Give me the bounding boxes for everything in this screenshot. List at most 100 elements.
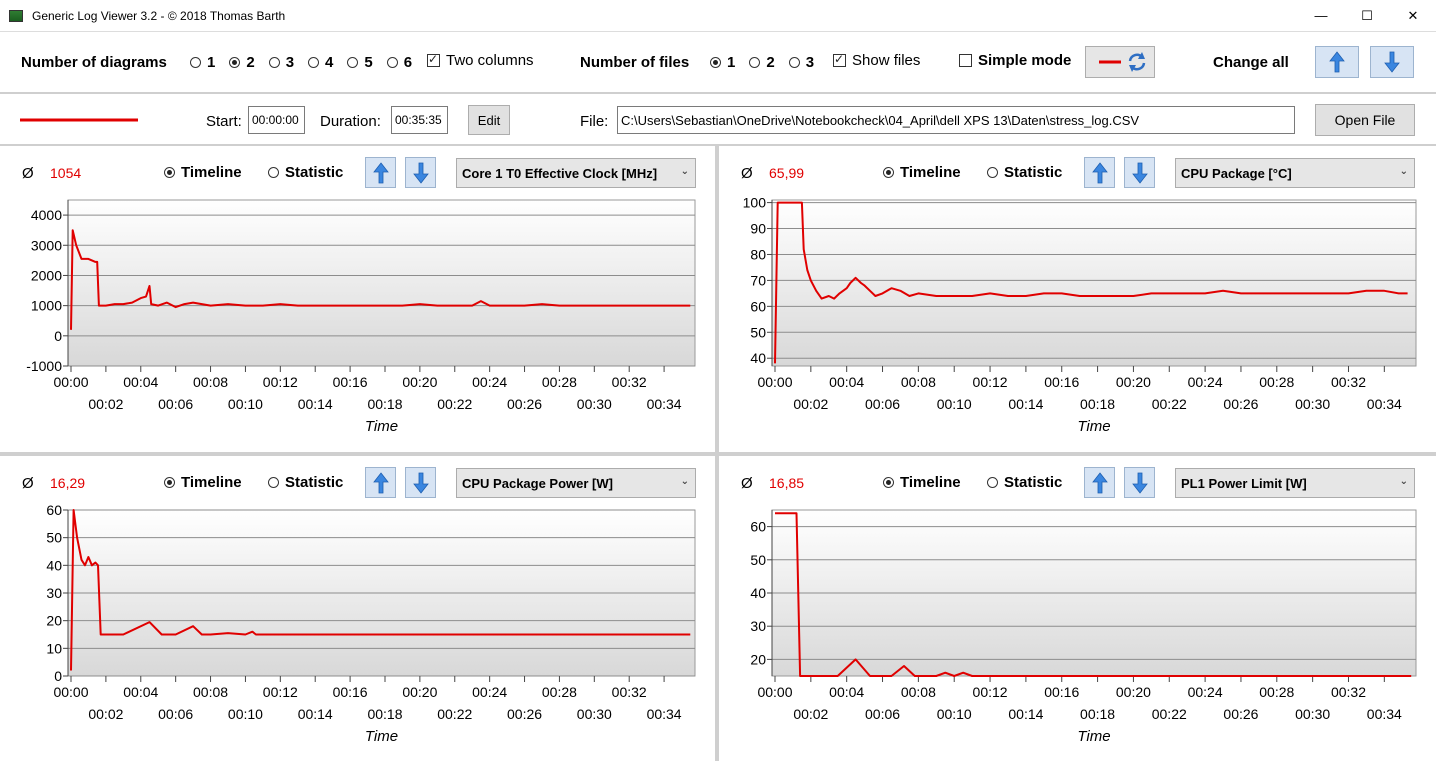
arrow-up-icon: [1091, 161, 1108, 183]
file-label: File:: [580, 113, 609, 130]
line-color-button[interactable]: [1085, 46, 1155, 78]
timeline-option[interactable]: Timeline: [883, 164, 961, 181]
minimize-button[interactable]: —: [1314, 8, 1328, 23]
simple-mode-checkbox[interactable]: [959, 54, 972, 67]
x-tick-label: 00:02: [88, 396, 123, 412]
move-all-down-button[interactable]: [1370, 46, 1414, 78]
sensor-select[interactable]: Core 1 T0 Effective Clock [MHz] ⌄: [456, 158, 696, 188]
move-all-up-button[interactable]: [1315, 46, 1359, 78]
simple-mode-option[interactable]: Simple mode: [959, 52, 1071, 69]
start-label: Start:: [206, 113, 242, 130]
file-toolbar: Start: 00:00:00 Duration: 00:35:35 Edit …: [0, 92, 1436, 146]
diagrams-radio-2[interactable]: [229, 57, 241, 68]
files-option-2[interactable]: 2: [749, 54, 775, 71]
move-down-button[interactable]: [405, 467, 436, 498]
sensor-select[interactable]: CPU Package Power [W] ⌄: [456, 468, 696, 498]
timeline-radio[interactable]: [164, 167, 175, 178]
close-button[interactable]: ✕: [1407, 7, 1419, 23]
move-down-button[interactable]: [1124, 157, 1155, 188]
chevron-down-icon: ⌄: [1399, 476, 1408, 487]
x-tick-label: 00:08: [901, 684, 936, 700]
diagrams-radio-3[interactable]: [268, 57, 280, 68]
maximize-button[interactable]: ☐: [1361, 7, 1373, 23]
x-tick-label: 00:04: [829, 374, 864, 390]
x-tick-label: 00:26: [1223, 706, 1258, 722]
statistic-radio[interactable]: [987, 167, 998, 178]
y-tick-label: -1000: [26, 358, 62, 374]
sensor-select[interactable]: PL1 Power Limit [W] ⌄: [1175, 468, 1415, 498]
statistic-radio[interactable]: [987, 477, 998, 488]
diagrams-option-5[interactable]: 5: [347, 54, 373, 71]
move-up-button[interactable]: [365, 157, 396, 188]
timeline-radio[interactable]: [164, 477, 175, 488]
files-radio-3[interactable]: [788, 57, 800, 68]
timeline-radio[interactable]: [883, 477, 894, 488]
statistic-option[interactable]: Statistic: [268, 474, 343, 491]
statistic-label: Statistic: [285, 474, 344, 491]
two-columns-option[interactable]: Two columns: [427, 52, 534, 69]
start-input[interactable]: 00:00:00: [248, 106, 305, 134]
x-tick-label: 00:14: [1008, 396, 1043, 412]
diagram-count-group: 1 2 3 4 5 6: [190, 54, 412, 71]
timeline-radio[interactable]: [883, 167, 894, 178]
x-axis-label: Time: [1077, 418, 1110, 435]
x-tick-label: 00:16: [1044, 684, 1079, 700]
row-divider[interactable]: [0, 452, 1436, 456]
duration-input[interactable]: 00:35:35: [391, 106, 448, 134]
diagrams-radio-4[interactable]: [308, 57, 320, 68]
x-tick-label: 00:10: [937, 706, 972, 722]
statistic-radio[interactable]: [268, 167, 279, 178]
diagrams-radio-1[interactable]: [190, 57, 201, 68]
move-up-button[interactable]: [1084, 157, 1115, 188]
move-up-button[interactable]: [1084, 467, 1115, 498]
diagrams-option-2[interactable]: 2: [229, 54, 255, 71]
show-files-option[interactable]: Show files: [833, 52, 920, 69]
y-tick-label: 20: [46, 613, 62, 629]
files-option-1[interactable]: 1: [710, 54, 735, 71]
number-of-diagrams-label: Number of diagrams: [21, 54, 167, 71]
timeline-option[interactable]: Timeline: [164, 474, 242, 491]
timeline-chart: 40 50 60 70 80 90 100 00:00 00:04 00:08 00:12 00:16…: [743, 195, 1417, 435]
diagrams-radio-5[interactable]: [347, 57, 359, 68]
window-title: Generic Log Viewer 3.2 - © 2018 Thomas B…: [32, 8, 286, 23]
files-radio-1[interactable]: [710, 57, 721, 68]
timeline-option[interactable]: Timeline: [883, 474, 961, 491]
average-symbol: Ø: [22, 475, 34, 492]
x-tick-label: 00:00: [757, 684, 792, 700]
x-tick-label: 00:06: [158, 396, 193, 412]
statistic-option[interactable]: Statistic: [987, 164, 1062, 181]
x-tick-label: 00:06: [158, 706, 193, 722]
average-symbol: Ø: [741, 165, 753, 182]
show-files-checkbox[interactable]: [833, 52, 846, 67]
chevron-down-icon: ⌄: [680, 166, 689, 177]
timeline-option[interactable]: Timeline: [164, 164, 242, 181]
y-tick-label: 60: [750, 298, 766, 314]
two-columns-label: Two columns: [446, 52, 534, 69]
files-radio-2[interactable]: [749, 57, 761, 68]
file-path-input[interactable]: C:\Users\Sebastian\OneDrive\Notebookchec…: [617, 106, 1295, 134]
move-down-button[interactable]: [405, 157, 436, 188]
move-up-button[interactable]: [365, 467, 396, 498]
diagrams-option-3[interactable]: 3: [268, 54, 294, 71]
x-tick-label: 00:24: [472, 684, 507, 700]
statistic-option[interactable]: Statistic: [268, 164, 343, 181]
statistic-radio[interactable]: [268, 477, 279, 488]
statistic-option[interactable]: Statistic: [987, 474, 1062, 491]
x-tick-label: 00:20: [402, 684, 437, 700]
diagrams-radio-6[interactable]: [386, 57, 398, 68]
files-option-3[interactable]: 3: [788, 54, 814, 71]
two-columns-checkbox[interactable]: [427, 52, 440, 67]
app-icon: [9, 9, 23, 22]
arrow-down-icon: [1131, 472, 1148, 494]
sensor-select[interactable]: CPU Package [°C] ⌄: [1175, 158, 1415, 188]
edit-button[interactable]: Edit: [468, 105, 510, 135]
x-tick-label: 00:00: [53, 684, 88, 700]
move-down-button[interactable]: [1124, 467, 1155, 498]
open-file-button[interactable]: Open File: [1315, 104, 1415, 136]
arrow-down-icon: [1131, 162, 1148, 184]
diagrams-option-6[interactable]: 6: [386, 54, 412, 71]
x-tick-label: 00:14: [1008, 706, 1043, 722]
x-tick-label: 00:06: [865, 396, 900, 412]
diagrams-option-4[interactable]: 4: [308, 54, 333, 71]
diagrams-option-1[interactable]: 1: [190, 54, 215, 71]
